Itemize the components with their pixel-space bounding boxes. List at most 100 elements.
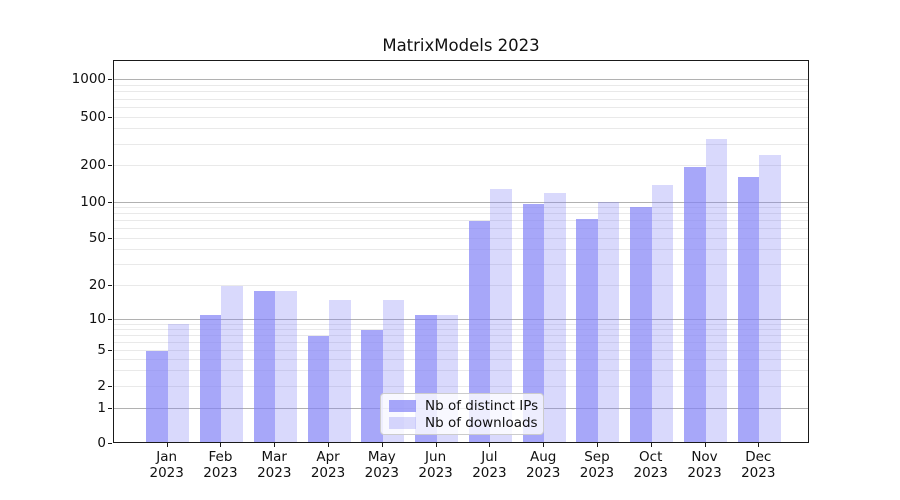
- x-tick-label: Aug 2023: [525, 449, 561, 481]
- y-tick-label: 5: [97, 342, 106, 358]
- bar-distinct-ips: [630, 206, 652, 442]
- x-tick: [274, 443, 276, 447]
- x-tick: [650, 443, 652, 447]
- bar-distinct-ips: [576, 218, 598, 442]
- x-tick-label: Jul 2023: [472, 449, 507, 481]
- y-tick: [108, 237, 112, 239]
- x-tick: [435, 443, 437, 447]
- y-tick-label: 100: [80, 193, 106, 210]
- x-tick-label: Nov 2023: [687, 449, 722, 481]
- bar-distinct-ips: [737, 176, 760, 442]
- y-gridline-minor: [114, 116, 808, 118]
- x-tick-label: Feb 2023: [203, 449, 238, 481]
- y-tick-label: 200: [80, 157, 106, 173]
- y-gridline-minor: [114, 98, 808, 100]
- bar-distinct-ips: [468, 220, 491, 442]
- x-tick-label: Apr 2023: [310, 449, 346, 481]
- bar-distinct-ips: [253, 290, 276, 442]
- y-gridline-minor: [114, 334, 808, 336]
- bar-downloads: [490, 188, 512, 442]
- y-gridline-minor: [114, 285, 808, 286]
- plot-area: [113, 60, 809, 443]
- bar-distinct-ips: [684, 167, 706, 442]
- x-tick-label: Jun 2023: [418, 449, 453, 481]
- legend-swatch-distinct-ips: [389, 399, 416, 412]
- y-tick: [108, 443, 112, 445]
- plot-canvas: [114, 61, 808, 442]
- x-tick: [489, 443, 491, 447]
- bar-distinct-ips: [199, 315, 222, 442]
- x-tick-label: Oct 2023: [633, 449, 668, 481]
- y-tick: [108, 350, 112, 351]
- bar-downloads: [221, 285, 243, 442]
- y-tick: [108, 116, 112, 118]
- x-tick: [220, 443, 222, 447]
- y-gridline-minor: [114, 328, 808, 330]
- y-gridline-minor: [114, 84, 808, 86]
- bar-downloads: [597, 202, 620, 442]
- bar-distinct-ips: [361, 329, 383, 442]
- y-gridline-minor: [114, 341, 808, 343]
- x-tick: [543, 443, 545, 447]
- x-tick-label: Mar 2023: [257, 449, 292, 481]
- y-gridline-minor: [114, 220, 808, 222]
- y-tick-label: 50: [88, 229, 106, 246]
- y-gridline-minor: [114, 106, 808, 108]
- bar-downloads: [275, 290, 297, 442]
- x-tick: [596, 443, 598, 447]
- y-tick: [108, 408, 112, 410]
- y-tick: [108, 386, 112, 387]
- bar-downloads: [329, 299, 351, 442]
- y-tick-label: 1000: [71, 71, 106, 88]
- y-gridline-minor: [114, 165, 808, 166]
- y-gridline-major: [114, 201, 808, 203]
- x-tick: [758, 443, 760, 447]
- y-tick: [108, 319, 112, 320]
- x-tick-label: May 2023: [364, 449, 399, 481]
- y-gridline-minor: [114, 249, 808, 251]
- bar-downloads: [759, 155, 781, 442]
- y-gridline-minor: [114, 91, 808, 93]
- y-gridline-minor: [114, 128, 808, 130]
- y-gridline-minor: [114, 323, 808, 325]
- y-tick-label: 1: [97, 400, 106, 417]
- bar-downloads: [544, 192, 566, 442]
- y-gridline-major: [114, 319, 808, 320]
- bar-distinct-ips: [522, 203, 545, 442]
- legend-entry: Nb of downloads: [389, 414, 538, 431]
- x-tick-label: Dec 2023: [741, 449, 776, 481]
- legend-swatch-downloads: [389, 416, 416, 429]
- y-gridline-minor: [114, 213, 808, 215]
- y-tick-label: 10: [88, 311, 106, 327]
- y-tick: [108, 79, 112, 81]
- y-gridline-minor: [114, 358, 808, 360]
- y-gridline-minor: [114, 264, 808, 266]
- y-tick: [108, 165, 112, 166]
- y-tick: [108, 201, 112, 203]
- y-gridline-minor: [114, 237, 808, 239]
- y-gridline-major: [114, 79, 808, 81]
- x-tick: [381, 443, 383, 447]
- x-tick-label: Jan 2023: [149, 449, 184, 481]
- y-gridline-minor: [114, 207, 808, 209]
- y-tick-label: 2: [97, 378, 106, 394]
- x-tick: [328, 443, 330, 447]
- y-gridline-minor: [114, 228, 808, 230]
- y-tick-label: 0: [97, 435, 106, 452]
- x-tick-label: Sep 2023: [579, 449, 615, 481]
- y-gridline-minor: [114, 143, 808, 145]
- y-gridline-minor: [114, 370, 808, 372]
- legend-label-downloads: Nb of downloads: [425, 414, 538, 431]
- bar-downloads: [651, 184, 674, 442]
- y-gridline-minor: [114, 386, 808, 387]
- y-gridline-minor: [114, 350, 808, 351]
- bar-distinct-ips: [146, 350, 168, 442]
- bar-downloads: [705, 138, 727, 442]
- y-tick-label: 20: [88, 277, 106, 293]
- x-tick: [166, 443, 168, 447]
- x-tick: [704, 443, 706, 447]
- bar-distinct-ips: [307, 335, 330, 442]
- legend-entry: Nb of distinct IPs: [389, 398, 538, 414]
- bar-downloads: [167, 324, 190, 442]
